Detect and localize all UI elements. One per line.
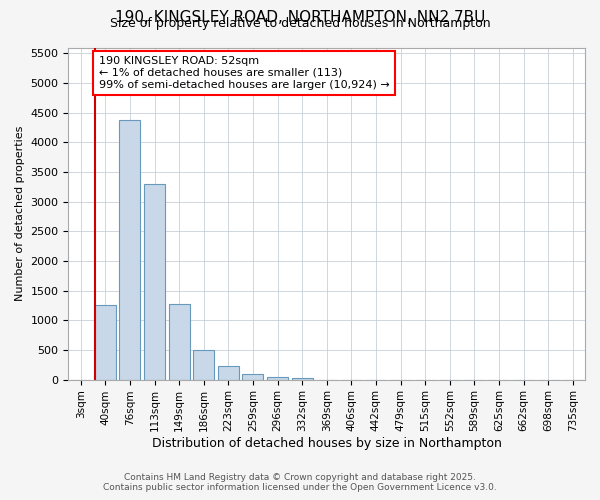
- Bar: [242, 374, 263, 380]
- Text: 190, KINGSLEY ROAD, NORTHAMPTON, NN2 7BU: 190, KINGSLEY ROAD, NORTHAMPTON, NN2 7BU: [115, 10, 485, 25]
- Y-axis label: Number of detached properties: Number of detached properties: [15, 126, 25, 301]
- Text: Size of property relative to detached houses in Northampton: Size of property relative to detached ho…: [110, 18, 490, 30]
- Bar: [144, 184, 165, 380]
- Bar: [193, 350, 214, 380]
- X-axis label: Distribution of detached houses by size in Northampton: Distribution of detached houses by size …: [152, 437, 502, 450]
- Bar: [169, 304, 190, 380]
- Bar: [292, 378, 313, 380]
- Text: 190 KINGSLEY ROAD: 52sqm
← 1% of detached houses are smaller (113)
99% of semi-d: 190 KINGSLEY ROAD: 52sqm ← 1% of detache…: [98, 56, 389, 90]
- Bar: [267, 376, 288, 380]
- Bar: [95, 306, 116, 380]
- Bar: [119, 120, 140, 380]
- Bar: [218, 366, 239, 380]
- Text: Contains HM Land Registry data © Crown copyright and database right 2025.
Contai: Contains HM Land Registry data © Crown c…: [103, 473, 497, 492]
